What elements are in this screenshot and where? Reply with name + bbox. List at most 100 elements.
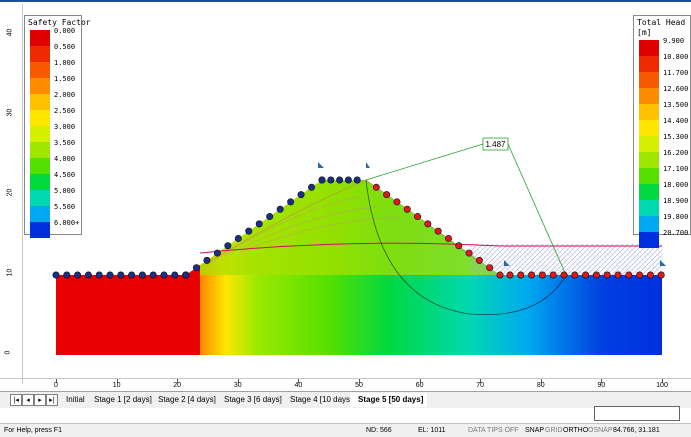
- x-tick: [359, 379, 360, 383]
- boundary-node: [424, 220, 432, 228]
- boundary-node: [117, 271, 125, 279]
- boundary-node: [646, 271, 654, 279]
- safety-factor-legend-label: 5.500: [54, 203, 76, 211]
- safety-factor-legend-label: 4.000: [54, 155, 76, 163]
- tab-stage-3[interactable]: Stage 3 [6 days]: [224, 395, 282, 404]
- boundary-node: [234, 234, 242, 242]
- x-tick: [177, 379, 179, 383]
- safety-factor-legend-swatch: [30, 110, 50, 126]
- previous-stage-button[interactable]: ◂: [22, 394, 34, 406]
- last-stage-button[interactable]: ▸|: [46, 394, 58, 406]
- boundary-node: [414, 213, 422, 221]
- tab-stage-1[interactable]: Stage 1 [2 days]: [94, 395, 152, 404]
- tab-stage-4[interactable]: Stage 4 [10 days]: [290, 395, 353, 404]
- safety-factor-legend-swatch: [30, 30, 50, 46]
- x-tick-label: 40: [294, 382, 303, 389]
- safety-factor-legend-title: Safety Factor: [28, 18, 91, 27]
- safety-factor-legend-swatch: [30, 94, 50, 110]
- total-head-legend: Total Head [m] 9.900 10.800 11.700 12.600 13…: [633, 15, 691, 248]
- boundary-node: [266, 213, 274, 221]
- slip-entry-marker: [366, 162, 370, 168]
- total-head-legend-label: 12.600: [663, 85, 689, 93]
- safety-factor-legend-label: 4.500: [54, 171, 76, 179]
- safety-factor-legend: Safety Factor 0.000 0.500 1.000 1.500 2.000 2…: [24, 15, 91, 238]
- safety-factor-legend-swatch: [30, 126, 50, 142]
- status-coordinates: 84.766, 31.181: [613, 427, 660, 434]
- model-canvas[interactable]: 1.487 0 10 20 30 40 0 10 20 30 40 50 60 70 80 90 100 S…: [0, 0, 691, 389]
- boundary-node: [517, 271, 525, 279]
- x-tick: [298, 379, 300, 383]
- boundary-node: [182, 271, 190, 279]
- boundary-node: [372, 183, 380, 191]
- boundary-node: [614, 271, 622, 279]
- status-help: For Help, press F1: [4, 427, 62, 434]
- x-tick: [237, 379, 239, 383]
- boundary-node: [318, 176, 326, 184]
- status-node-count: ND: 566: [366, 427, 392, 434]
- tab-initial[interactable]: Initial: [66, 395, 85, 404]
- status-grid[interactable]: GRID: [545, 427, 563, 434]
- boundary-node: [528, 271, 536, 279]
- boundary-node: [171, 271, 179, 279]
- next-stage-button[interactable]: ▸: [34, 394, 46, 406]
- status-data-tips[interactable]: DATA TIPS OFF: [468, 427, 519, 434]
- safety-factor-legend-label: 3.500: [54, 139, 76, 147]
- boundary-node: [160, 271, 168, 279]
- boundary-node: [95, 271, 103, 279]
- boundary-node: [245, 227, 253, 235]
- status-osnap[interactable]: OSNAP: [588, 427, 613, 434]
- stage-tab-bar: |◂ ◂ ▸ ▸| Initial Stage 1 [2 days] Stage…: [0, 391, 691, 408]
- tab-stage-5[interactable]: Stage 5 [50 days]: [350, 393, 428, 407]
- safety-factor-legend-swatch: [30, 190, 50, 206]
- total-head-legend-unit: [m]: [637, 28, 652, 37]
- safety-factor-legend-label: 2.500: [54, 107, 76, 115]
- boundary-node: [603, 271, 611, 279]
- boundary-node: [192, 264, 200, 272]
- safety-factor-legend-swatch: [30, 206, 50, 222]
- safety-factor-legend-swatch: [30, 174, 50, 190]
- boundary-node: [63, 271, 71, 279]
- boundary-node: [74, 271, 82, 279]
- total-head-legend-label: 17.100: [663, 165, 689, 173]
- status-ortho[interactable]: ORTHO: [563, 427, 589, 434]
- safety-factor-legend-swatch: [30, 78, 50, 94]
- horizontal-ruler: 0 10 20 30 40 50 60 70 80 90 100: [0, 378, 691, 393]
- safety-factor-legend-swatch: [30, 142, 50, 158]
- boundary-node: [344, 176, 352, 184]
- x-tick-label: 100: [656, 382, 668, 389]
- boundary-node: [308, 183, 316, 191]
- total-head-legend-swatch: [639, 152, 659, 168]
- boundary-node: [434, 227, 442, 235]
- safety-factor-legend-swatch: [30, 158, 50, 174]
- safety-factor-legend-label: 6.000+: [54, 219, 80, 227]
- boundary-node: [327, 176, 335, 184]
- safety-factor-legend-label: 1.500: [54, 75, 76, 83]
- boundary-node: [625, 271, 633, 279]
- boundary-node: [393, 198, 401, 206]
- model-view[interactable]: 1.487: [0, 2, 691, 384]
- boundary-node: [657, 271, 665, 279]
- boundary-node: [353, 176, 361, 184]
- boundary-node: [276, 205, 284, 213]
- x-tick: [540, 379, 542, 383]
- command-input[interactable]: [594, 406, 680, 421]
- y-tick-label: 10: [6, 268, 14, 277]
- boundary-node: [571, 271, 579, 279]
- boundary-node: [255, 220, 263, 228]
- x-tick-label: 50: [355, 382, 363, 389]
- boundary-node: [336, 176, 344, 184]
- x-tick-label: 0: [54, 382, 58, 389]
- boundary-node: [106, 271, 114, 279]
- y-tick-label: 20: [6, 188, 14, 197]
- boundary-node: [149, 271, 157, 279]
- first-stage-button[interactable]: |◂: [10, 394, 22, 406]
- total-head-legend-title: Total Head: [637, 18, 686, 27]
- boundary-node: [455, 242, 463, 250]
- total-head-legend-swatch: [639, 56, 659, 72]
- slip-entry-marker: [318, 162, 324, 168]
- tab-stage-2[interactable]: Stage 2 [4 days]: [158, 395, 216, 404]
- x-tick-label: 60: [415, 382, 424, 389]
- boundary-node: [213, 249, 221, 257]
- embankment-overlay: [186, 180, 500, 275]
- status-snap[interactable]: SNAP: [525, 427, 545, 434]
